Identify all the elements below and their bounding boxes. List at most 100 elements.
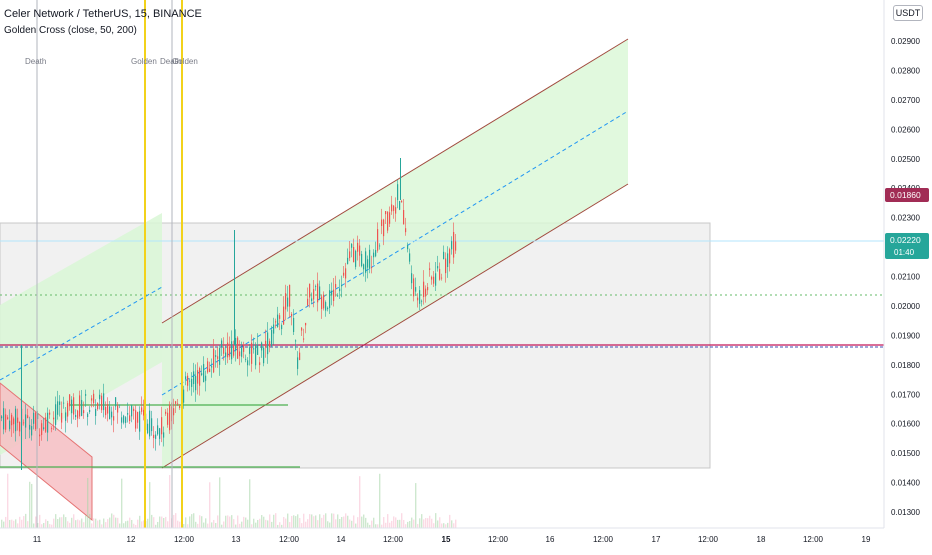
candle-body bbox=[411, 273, 413, 284]
candle-body bbox=[141, 407, 143, 412]
candle-body bbox=[87, 413, 89, 417]
price-axis: 0.029000.028000.027000.026000.025000.024… bbox=[883, 0, 932, 550]
candle-body bbox=[417, 297, 419, 301]
volume-bar bbox=[57, 519, 59, 528]
volume-bar bbox=[283, 516, 285, 528]
volume-bar bbox=[141, 521, 143, 528]
candle-body bbox=[325, 302, 327, 311]
volume-bar bbox=[219, 477, 221, 528]
candle-body bbox=[101, 395, 103, 411]
candle-body bbox=[445, 258, 447, 274]
candle-body bbox=[437, 266, 439, 269]
volume-bar bbox=[7, 473, 9, 528]
candle-body bbox=[349, 251, 351, 259]
candle-body bbox=[221, 340, 223, 348]
candle-body bbox=[121, 417, 123, 423]
price-tick-label: 0.01700 bbox=[891, 390, 920, 399]
candle-body bbox=[151, 418, 153, 432]
currency-selector-button[interactable]: USDT bbox=[893, 5, 923, 21]
volume-bar bbox=[109, 517, 111, 528]
volume-bar bbox=[413, 519, 415, 528]
candle-body bbox=[5, 414, 7, 430]
volume-bar bbox=[405, 524, 407, 528]
volume-bar bbox=[203, 522, 205, 528]
volume-bar bbox=[255, 522, 257, 528]
candle-body bbox=[409, 253, 411, 262]
signal-label-golden: Golden bbox=[172, 57, 198, 66]
candle-body bbox=[125, 417, 127, 423]
indicator-legend[interactable]: Golden Cross (close, 50, 200) bbox=[4, 25, 137, 36]
volume-bar bbox=[349, 519, 351, 528]
main-channel-fill bbox=[162, 39, 628, 468]
volume-bar bbox=[267, 520, 269, 528]
candle-body bbox=[329, 290, 331, 308]
volume-bar bbox=[417, 523, 419, 528]
volume-bar bbox=[11, 519, 13, 528]
volume-bar bbox=[399, 519, 401, 528]
volume-bar bbox=[199, 515, 201, 528]
candle-body bbox=[303, 338, 305, 340]
candle-body bbox=[109, 406, 111, 420]
price-tick-label: 0.02500 bbox=[891, 155, 920, 164]
volume-bar bbox=[27, 521, 29, 528]
candle-body bbox=[161, 417, 163, 435]
candle-body bbox=[193, 371, 195, 385]
candle-body bbox=[23, 422, 25, 424]
volume-bar bbox=[183, 524, 185, 528]
candle-body bbox=[265, 340, 267, 348]
volume-bar bbox=[111, 513, 113, 528]
volume-bar bbox=[21, 519, 23, 528]
candle-body bbox=[353, 247, 355, 263]
volume-bar bbox=[129, 517, 131, 528]
main-channel-bottom bbox=[161, 183, 629, 469]
volume-bar bbox=[455, 519, 457, 528]
candle-body bbox=[211, 366, 213, 368]
candle-body bbox=[13, 418, 15, 425]
candle-body bbox=[153, 434, 155, 439]
volume-bar bbox=[179, 521, 181, 528]
red-channel bbox=[0, 382, 93, 522]
volume-bar bbox=[65, 517, 67, 528]
volume-bar bbox=[59, 517, 61, 528]
candle-body bbox=[339, 288, 341, 292]
volume-bar bbox=[321, 517, 323, 528]
candle-body bbox=[31, 426, 33, 436]
candle-body bbox=[287, 297, 289, 307]
candle-body bbox=[231, 341, 233, 360]
candle-body bbox=[289, 284, 291, 307]
volume-bar bbox=[381, 524, 383, 528]
volume-bar bbox=[361, 516, 363, 528]
candle-body bbox=[223, 347, 225, 354]
volume-bar bbox=[51, 524, 53, 528]
candle-body bbox=[183, 389, 185, 403]
volume-bar bbox=[337, 514, 339, 528]
candle-body bbox=[3, 408, 5, 430]
volume-bar bbox=[345, 513, 347, 528]
candle-body bbox=[167, 412, 169, 425]
price-tick-label: 0.02800 bbox=[891, 66, 920, 75]
candle-body bbox=[305, 322, 307, 326]
volume-bar bbox=[175, 513, 177, 528]
volume-bar bbox=[315, 515, 317, 528]
candle-body bbox=[363, 264, 365, 270]
candle-body bbox=[315, 286, 317, 287]
volume-bar bbox=[151, 514, 153, 528]
candle-body bbox=[455, 241, 457, 251]
candle-body bbox=[275, 321, 277, 323]
volume-bar bbox=[449, 514, 451, 528]
candle-body bbox=[189, 380, 191, 382]
volume-bar bbox=[127, 520, 129, 528]
time-tick-label: 19 bbox=[862, 535, 871, 544]
time-tick-label: 18 bbox=[757, 535, 766, 544]
volume-bar bbox=[277, 524, 279, 528]
volume-bar bbox=[261, 515, 263, 528]
volume-bar bbox=[367, 522, 369, 528]
candle-body bbox=[401, 200, 403, 203]
candle-body bbox=[149, 410, 151, 437]
candle-body bbox=[451, 241, 453, 250]
volume-bar bbox=[1, 519, 3, 528]
volume-bar bbox=[41, 524, 43, 528]
price-badge-alert-value: 0.01860 bbox=[890, 190, 921, 200]
